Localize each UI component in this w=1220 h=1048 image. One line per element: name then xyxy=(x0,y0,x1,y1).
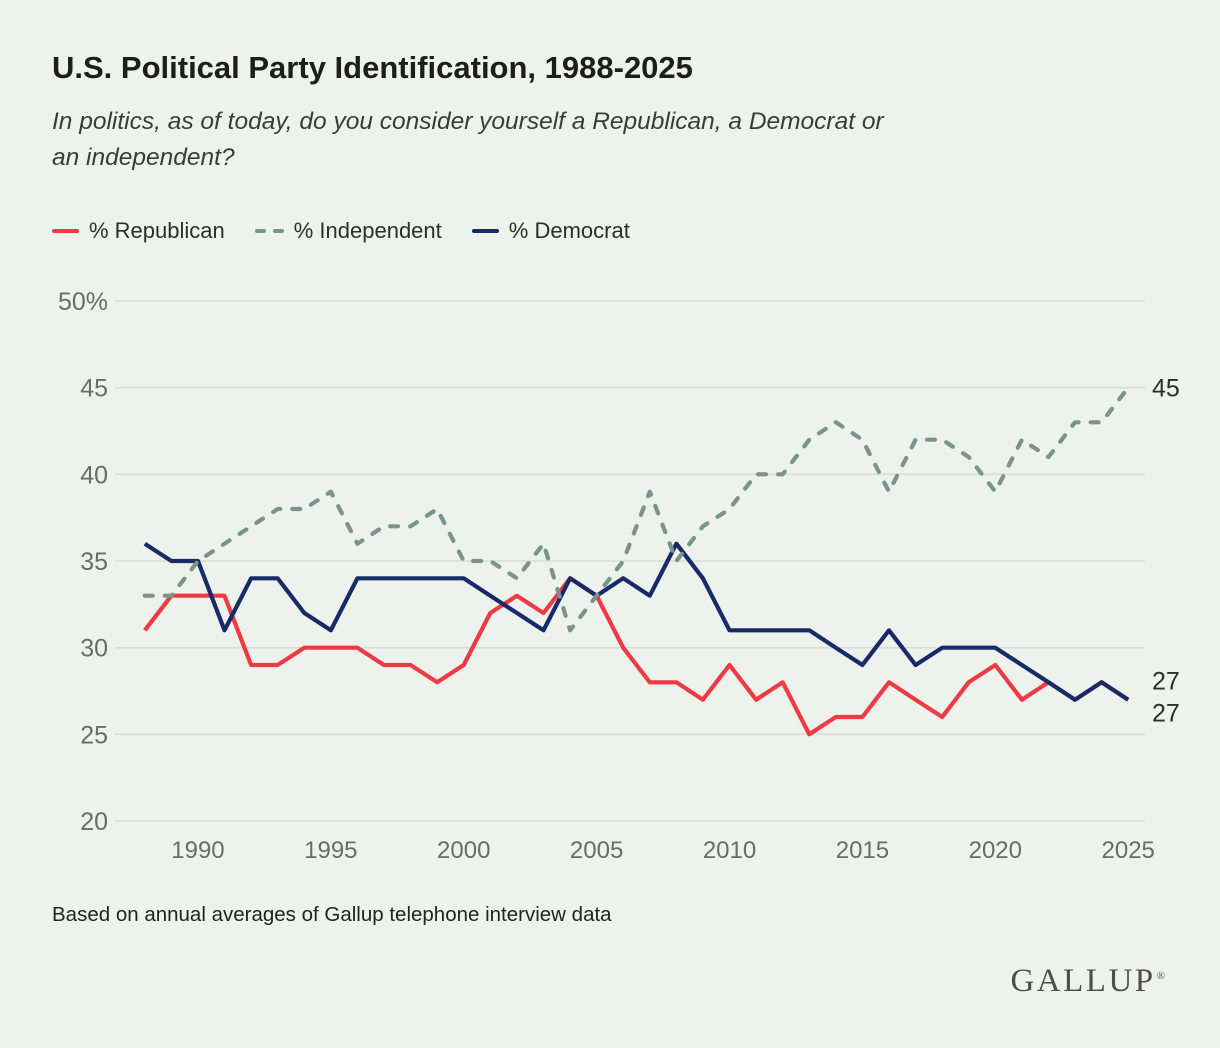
subtitle-line-2: an independent? xyxy=(52,144,235,171)
chart-subtitle-question: In politics, as of today, do you conside… xyxy=(52,104,884,176)
x-axis-tick-2005: 2005 xyxy=(570,837,623,864)
legend-label-republican: % Republican xyxy=(89,218,225,243)
x-axis-tick-2020: 2020 xyxy=(969,837,1022,864)
series-line-independent[interactable] xyxy=(142,385,1131,633)
x-axis-tick-2010: 2010 xyxy=(703,837,756,864)
legend-label-independent: % Independent xyxy=(293,218,442,243)
y-axis-tick-45: 45 xyxy=(80,375,108,403)
chart-legend: % Republican % Independent % Democrat xyxy=(52,218,630,244)
chart-footnote: Based on annual averages of Gallup telep… xyxy=(52,903,612,926)
x-axis-tick-2025: 2025 xyxy=(1102,837,1155,864)
x-axis-tick-2015: 2015 xyxy=(836,837,889,864)
gallup-logo: GALLUP® xyxy=(1010,963,1165,999)
y-axis-tick-20: 20 xyxy=(80,808,108,836)
republican-line-swatch-icon xyxy=(52,229,79,233)
democrat-line-swatch-icon xyxy=(471,229,499,233)
series-line-democrat[interactable] xyxy=(143,541,1130,702)
y-axis-tick-35: 35 xyxy=(80,548,108,576)
legend-label-democrat: % Democrat xyxy=(508,218,630,243)
y-axis-tick-30: 30 xyxy=(80,635,108,663)
y-axis-tick-50: 50% xyxy=(58,288,108,316)
x-axis-tick-1990: 1990 xyxy=(171,837,224,864)
x-axis-tick-1995: 1995 xyxy=(304,837,357,864)
subtitle-line-1: In politics, as of today, do you conside… xyxy=(52,108,884,135)
series-line-republican[interactable] xyxy=(143,576,1130,737)
end-label-democrat: 27 xyxy=(1152,668,1180,696)
y-axis-tick-40: 40 xyxy=(80,461,108,489)
independent-dashed-swatch-icon xyxy=(254,229,284,233)
legend-item-republican[interactable]: % Republican xyxy=(52,218,225,244)
end-label-republican: 27 xyxy=(1152,700,1180,728)
x-axis-tick-2000: 2000 xyxy=(437,837,490,864)
page-title: U.S. Political Party Identification, 198… xyxy=(52,50,693,85)
end-label-independent: 45 xyxy=(1152,375,1180,403)
legend-item-democrat[interactable]: % Democrat xyxy=(471,218,630,244)
legend-item-independent[interactable]: % Independent xyxy=(254,218,442,244)
registered-trademark-icon: ® xyxy=(1156,970,1165,982)
y-axis-tick-25: 25 xyxy=(80,721,108,749)
